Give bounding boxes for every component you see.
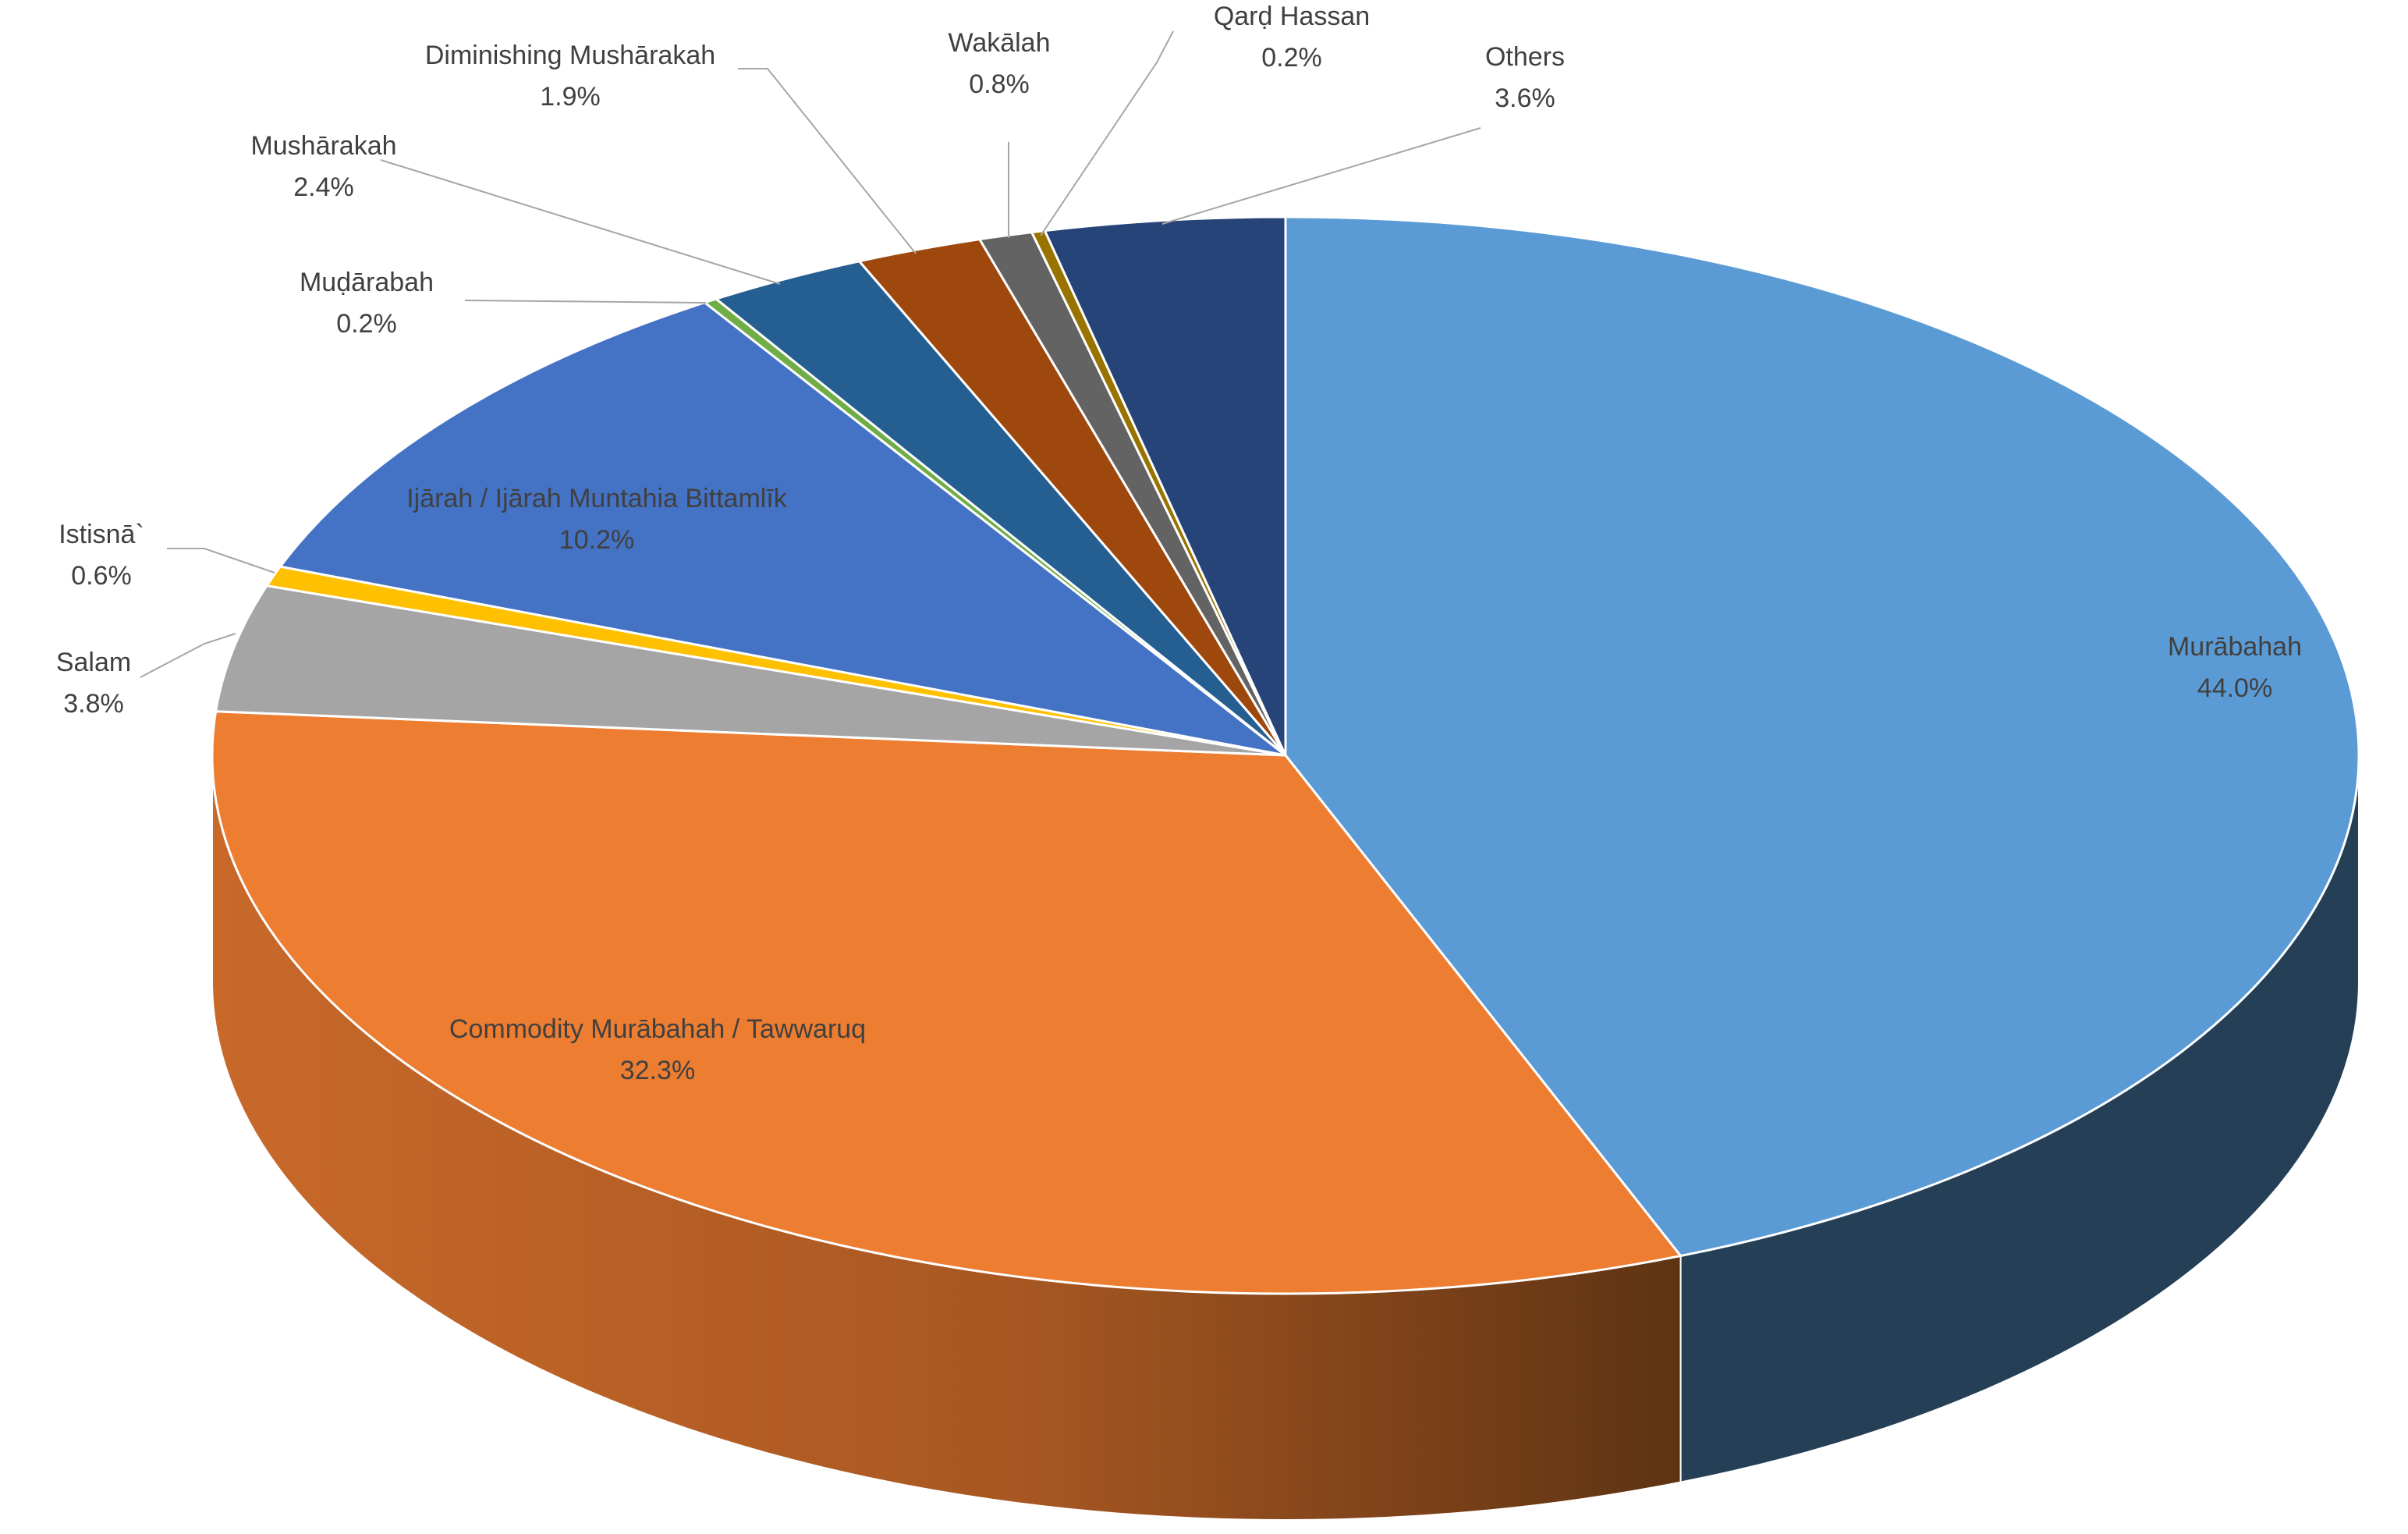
data-label-name-commodity-murabahah-tawwaruq: Commodity Murābahah / Tawwaruq <box>449 1014 866 1044</box>
data-label-value-murabahah: 44.0% <box>2197 673 2272 703</box>
data-label-name-wakalah: Wakālah <box>948 28 1050 58</box>
data-label-name-istisna: Istisnā` <box>59 520 144 549</box>
leader-line-others <box>1161 127 1481 225</box>
leader-line-salam <box>140 633 236 678</box>
leader-lines <box>140 30 1481 678</box>
data-label-name-mudarabah: Muḍārabah <box>300 268 434 297</box>
data-label-value-istisna: 0.6% <box>71 561 132 591</box>
data-label-value-wakalah: 0.8% <box>969 69 1030 99</box>
pie-slice-murabahah <box>1284 215 2360 1258</box>
pie-slice-commodity-murabahah-tawwaruq <box>211 710 1683 1295</box>
data-label-name-others: Others <box>1485 42 1565 72</box>
leader-line-istisna <box>167 548 275 573</box>
data-label-value-diminishing-musharakah: 1.9% <box>540 82 601 112</box>
pie-slice-salam <box>215 584 1287 757</box>
pie-slice-ijarah-ijarah-muntahia-bittamlik <box>278 301 1287 757</box>
data-label-name-ijarah-ijarah-muntahia-bittamlik: Ijārah / Ijārah Muntahia Bittamlīk <box>406 484 788 513</box>
leader-line-diminishing-musharakah <box>738 68 917 254</box>
leader-line-musharakah <box>380 159 781 285</box>
data-label-value-salam: 3.8% <box>63 689 124 719</box>
data-label-value-ijarah-ijarah-muntahia-bittamlik: 10.2% <box>559 525 634 555</box>
data-labels: Murābahah 44.0% Commodity Murābahah / Taww… <box>56 2 2302 1085</box>
pie-slices <box>211 215 2360 1295</box>
data-label-name-salam: Salam <box>56 648 131 677</box>
data-label-name-qard-hassan: Qarḍ Hassan <box>1214 2 1370 31</box>
data-label-value-qard-hassan: 0.2% <box>1261 43 1322 73</box>
data-label-name-musharakah: Mushārakah <box>250 131 396 161</box>
pie-slice-others <box>1043 215 1287 757</box>
data-label-value-others: 3.6% <box>1495 83 1555 113</box>
data-label-value-mudarabah: 0.2% <box>336 309 397 339</box>
data-label-value-musharakah: 2.4% <box>293 172 354 202</box>
data-label-name-diminishing-musharakah: Diminishing Mushārakah <box>425 41 715 70</box>
leader-line-mudarabah <box>464 300 707 304</box>
data-label-name-murabahah: Murābahah <box>2168 632 2302 662</box>
leader-line-qard-hassan <box>1040 30 1174 236</box>
data-label-value-commodity-murabahah-tawwaruq: 32.3% <box>620 1056 695 1085</box>
